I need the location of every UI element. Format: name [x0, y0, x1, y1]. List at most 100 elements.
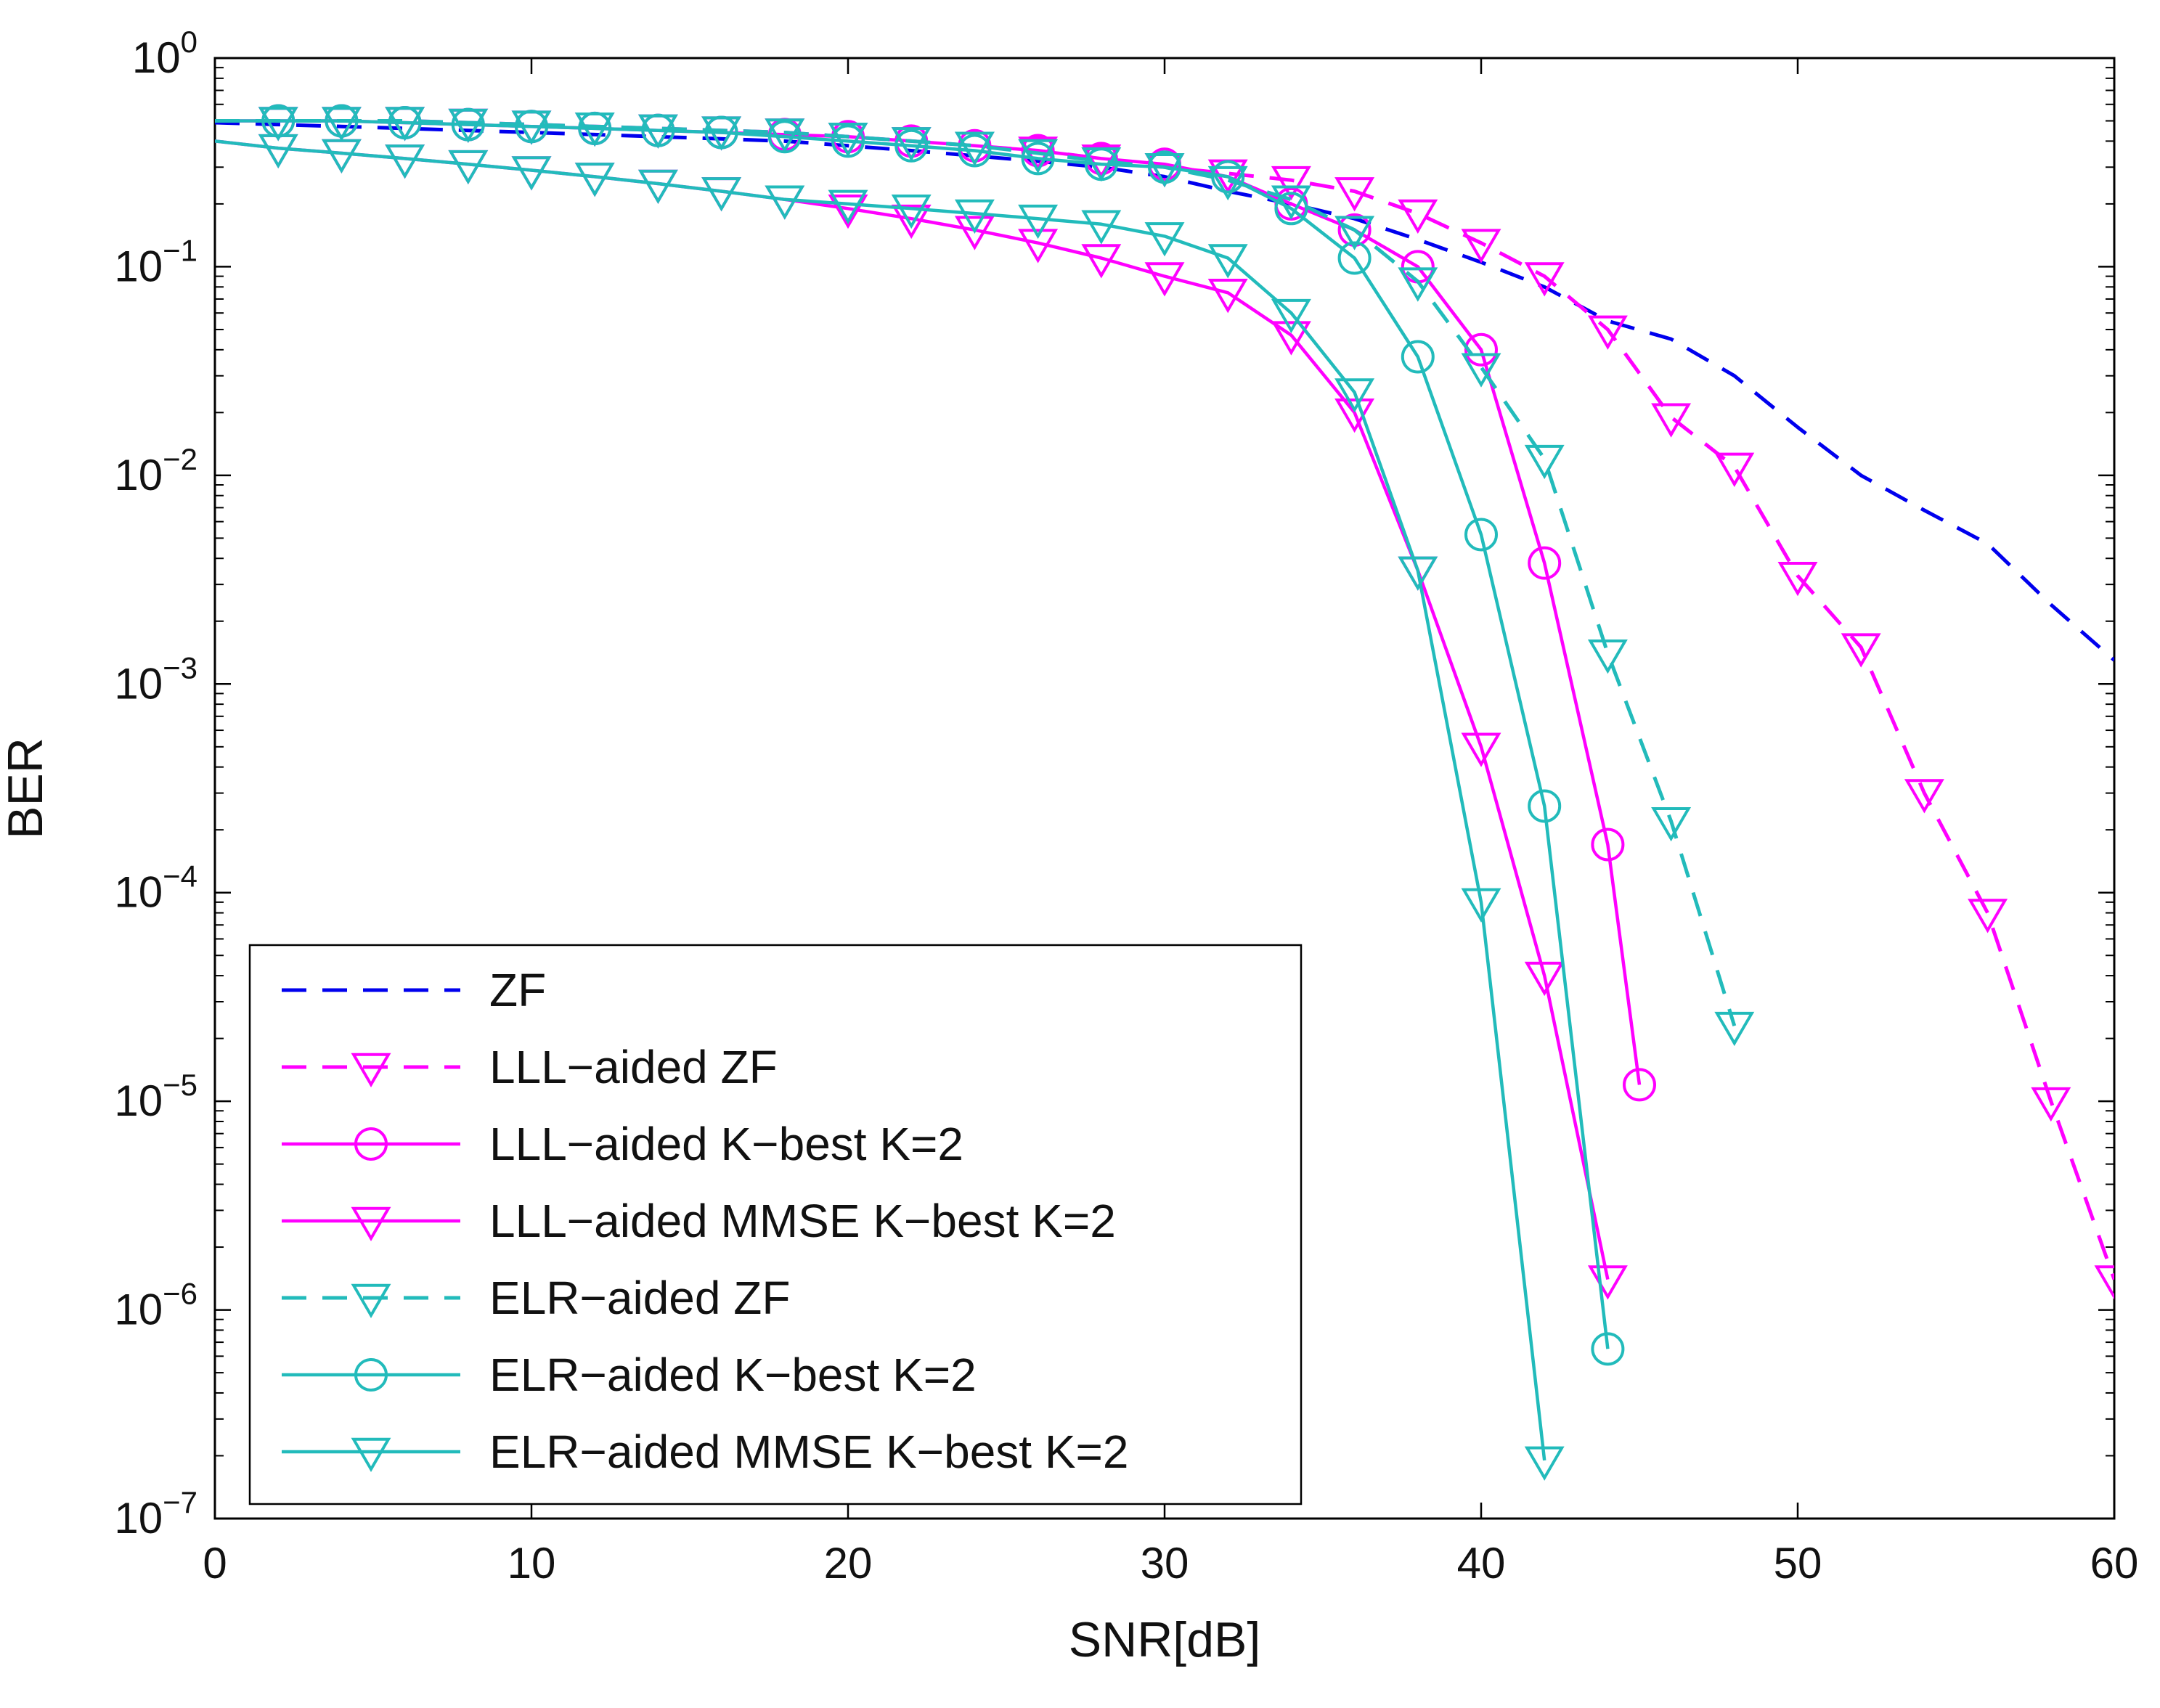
legend-label: ELR−aided K−best K=2: [489, 1349, 977, 1401]
data-point: [1018, 204, 1059, 240]
data-point: [1401, 340, 1435, 374]
data-point: [321, 139, 362, 174]
series-line: [215, 119, 1737, 1026]
data-point: [1337, 241, 1372, 275]
data-point: [1524, 262, 1565, 297]
series-line: [215, 139, 1546, 1461]
data-point: [1334, 378, 1375, 413]
legend-label: LLL−aided K−best K=2: [489, 1118, 963, 1170]
data-point: [1207, 279, 1248, 314]
data-point: [258, 134, 298, 169]
data-point: [1271, 298, 1311, 334]
data-point: [511, 156, 552, 191]
data-point: [385, 144, 425, 179]
data-point: [1334, 177, 1375, 212]
y-tick-base: 10: [132, 33, 181, 82]
data-point: [1591, 1332, 1625, 1366]
data-point: [828, 195, 868, 229]
data-point: [1591, 828, 1625, 862]
data-point: [1968, 899, 2008, 933]
data-point: [1274, 192, 1308, 226]
legend-marker: [351, 1053, 391, 1087]
data-point: [1464, 332, 1498, 367]
data-point: [1271, 185, 1311, 220]
data-point: [1904, 779, 1944, 814]
series-line: [215, 120, 2114, 662]
data-point: [701, 177, 742, 212]
data-point: [451, 107, 485, 142]
y-tick-exponent: 0: [181, 25, 197, 59]
data-point: [1777, 561, 1818, 597]
y-tick-base: 10: [114, 1076, 163, 1125]
data-point: [1651, 807, 1692, 842]
axis-ticks: [213, 57, 2116, 1520]
legend-marker: [351, 1437, 391, 1472]
data-point: [1524, 961, 1565, 997]
data-point: [1271, 166, 1311, 201]
x-axis-title: SNR[dB]: [1069, 1612, 1261, 1667]
y-tick-base: 10: [114, 659, 163, 708]
data-point: [321, 107, 362, 142]
y-tick-base: 10: [114, 242, 163, 290]
x-tick-label: 10: [508, 1539, 556, 1588]
data-point: [1207, 244, 1248, 279]
data-point: [1528, 546, 1562, 580]
series-0: [215, 120, 2114, 662]
x-tick-label: 0: [203, 1539, 227, 1588]
data-point: [1651, 403, 1692, 438]
data-point: [448, 150, 489, 185]
y-tick-label: 10−7: [114, 1485, 197, 1542]
data-point: [1021, 142, 1055, 176]
data-point: [894, 128, 929, 163]
x-tick-label: 50: [1774, 1539, 1822, 1588]
y-tick-exponent: −1: [163, 233, 197, 267]
data-point: [1524, 1446, 1565, 1481]
data-point: [891, 204, 932, 240]
data-point: [1081, 244, 1122, 279]
y-tick-exponent: −3: [163, 650, 197, 685]
y-tick-exponent: −6: [163, 1277, 197, 1311]
data-point: [831, 124, 865, 158]
tick-labels: 0 10 20 30 40 50 6010010−110−210−310−410−510−6…: [114, 25, 2138, 1588]
data-point: [2031, 1087, 2071, 1122]
y-tick-base: 10: [114, 1494, 163, 1542]
data-point: [828, 189, 868, 224]
y-tick-exponent: −7: [163, 1485, 197, 1519]
data-point: [765, 185, 805, 220]
y-tick-label: 10−1: [114, 233, 197, 290]
data-point: [1714, 452, 1755, 487]
legend-marker: [354, 1127, 388, 1161]
data-point: [1587, 315, 1628, 350]
data-point: [1398, 556, 1438, 591]
data-point: [767, 120, 802, 154]
x-tick-label: 30: [1141, 1539, 1189, 1588]
data-point: [1714, 1011, 1755, 1047]
y-tick-exponent: −2: [163, 442, 197, 476]
data-point: [1021, 134, 1055, 168]
y-tick-exponent: −4: [163, 859, 197, 894]
data-point: [954, 199, 995, 234]
data-point: [1398, 199, 1438, 234]
legend-box: [248, 944, 1303, 1505]
data-point: [1464, 518, 1498, 552]
data-point: [388, 106, 422, 140]
x-tick-label: 60: [2090, 1539, 2139, 1588]
legend: ZF LLL−aided ZF LLL−aided K−best K=2 LLL−ai…: [248, 944, 1303, 1505]
data-point: [637, 169, 678, 205]
data-point: [1334, 216, 1375, 250]
series-line: [215, 119, 1610, 1349]
data-point: [325, 104, 359, 138]
data-point: [1461, 353, 1501, 388]
data-point: [258, 107, 298, 142]
data-point: [1081, 210, 1122, 245]
data-point: [1528, 789, 1562, 823]
data-point: [641, 113, 675, 147]
data-point: [891, 195, 932, 229]
data-point: [1144, 262, 1185, 297]
y-axis-title: BER: [0, 737, 53, 839]
y-tick-exponent: −5: [163, 1068, 197, 1102]
legend-marker: [351, 1283, 391, 1318]
legend-label: ZF: [489, 964, 546, 1016]
legend-label: ELR−aided ZF: [489, 1272, 790, 1324]
legend-label: ELR−aided MMSE K−best K=2: [489, 1426, 1129, 1478]
